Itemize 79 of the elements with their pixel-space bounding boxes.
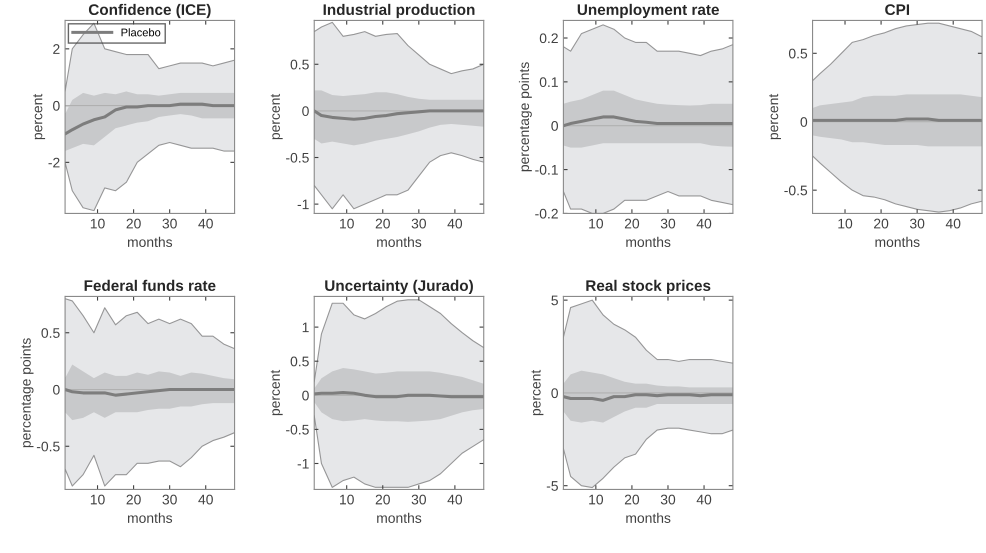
x-axis-title: months <box>128 236 172 248</box>
x-tick-label: 20 <box>624 494 640 504</box>
y-axis-title: percent <box>270 370 283 416</box>
y-tick-label: 1 <box>302 322 309 332</box>
x-tick-label: 10 <box>340 494 354 504</box>
x-axis-title: months <box>128 512 172 523</box>
x-tick-label: 40 <box>696 494 712 504</box>
chart-title: Real stock prices <box>586 280 710 294</box>
y-axis-title: percent <box>532 370 544 416</box>
x-axis-title: months <box>377 512 422 523</box>
x-tick-label: 20 <box>126 494 141 504</box>
x-tick-label: 20 <box>126 218 141 229</box>
line-series <box>563 115 733 128</box>
line-series <box>314 109 484 121</box>
x-axis-title: months <box>626 512 670 523</box>
line-series <box>65 102 235 136</box>
y-tick-label: 0.2 <box>540 33 558 44</box>
y-tick-label: 0 <box>800 117 808 127</box>
x-tick-label: 40 <box>447 494 462 504</box>
y-tick-label: 0 <box>53 384 60 395</box>
y-tick-label: 0 <box>551 388 558 398</box>
y-tick-label: 5 <box>551 296 558 306</box>
x-axis-title: months <box>875 236 920 248</box>
y-tick-label: -1 <box>298 200 309 210</box>
x-tick-label: 30 <box>162 494 177 504</box>
x-tick-label: 30 <box>660 494 676 504</box>
x-tick-label: 30 <box>660 218 676 229</box>
y-tick-label: -0.5 <box>286 152 309 163</box>
y-tick-label: 0 <box>551 121 558 131</box>
legend-label: Placebo <box>122 28 160 36</box>
y-tick-label: 0.1 <box>540 77 558 88</box>
y-tick-label: -0.5 <box>36 442 60 452</box>
chart-title: Confidence (ICE) <box>88 4 211 18</box>
x-tick-label: 30 <box>412 494 426 504</box>
y-tick-label: 0.5 <box>290 356 309 366</box>
x-tick-label: 10 <box>838 218 852 229</box>
x-tick-label: 20 <box>376 218 390 229</box>
x-tick-label: 40 <box>198 494 213 504</box>
chart-title: Unemployment rate <box>578 4 719 18</box>
y-tick-label: -0.2 <box>535 208 558 219</box>
x-tick-label: 30 <box>412 218 426 229</box>
y-tick-label: -0.5 <box>784 186 808 196</box>
x-tick-label: 10 <box>340 218 354 229</box>
y-tick-label: 2 <box>53 44 60 54</box>
y-tick-label: -0.1 <box>535 164 558 175</box>
y-axis-title: percent <box>33 94 46 140</box>
x-tick-label: 10 <box>589 218 604 229</box>
y-tick-label: 0 <box>302 106 309 116</box>
x-tick-label: 20 <box>624 218 640 229</box>
x-tick-label: 40 <box>198 218 213 229</box>
x-tick-label: 30 <box>910 218 924 229</box>
y-tick-label: 0.5 <box>290 60 309 70</box>
chart-title: Federal funds rate <box>84 280 216 292</box>
x-axis-title: months <box>626 236 670 248</box>
x-tick-label: 20 <box>874 218 888 229</box>
x-tick-label: 10 <box>90 494 105 504</box>
y-axis-title: percent <box>769 94 781 140</box>
y-tick-label: -0.5 <box>286 424 309 435</box>
y-axis-title: percentage points <box>20 338 34 448</box>
y-tick-label: -2 <box>48 158 60 168</box>
y-axis-title: percent <box>270 94 283 140</box>
chart-title: Uncertainty (Jurado) <box>325 280 473 294</box>
x-axis-title: months <box>377 236 422 248</box>
y-tick-label: -1 <box>298 458 309 469</box>
x-tick-label: 20 <box>376 494 390 504</box>
x-tick-label: 40 <box>946 218 960 229</box>
x-tick-label: 40 <box>447 218 462 229</box>
x-tick-label: 10 <box>589 494 604 504</box>
chart-title: Industrial production <box>324 4 474 18</box>
y-axis-title: percentage points <box>518 62 532 172</box>
y-tick-label: 0 <box>302 390 309 400</box>
y-tick-label: 0 <box>53 100 60 111</box>
y-tick-label: -5 <box>546 481 558 491</box>
x-tick-label: 10 <box>90 218 105 229</box>
y-tick-label: 0.5 <box>788 48 808 58</box>
x-tick-label: 40 <box>696 218 712 229</box>
y-tick-label: 0.5 <box>41 328 60 338</box>
x-tick-label: 30 <box>162 218 177 229</box>
chart-title: CPI <box>885 4 910 16</box>
